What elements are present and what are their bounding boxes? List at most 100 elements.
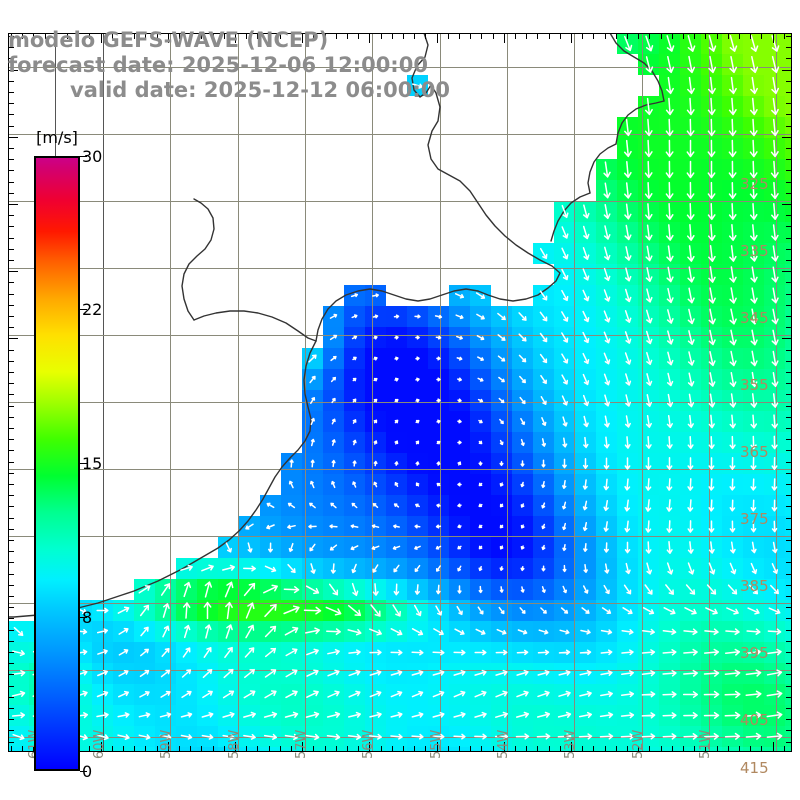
axis-tick bbox=[786, 574, 792, 575]
axis-tick bbox=[336, 33, 337, 39]
axis-tick bbox=[8, 450, 14, 451]
axis-tick bbox=[739, 746, 740, 752]
axis-tick bbox=[739, 33, 740, 39]
axis-tick bbox=[168, 742, 169, 752]
axis-tick bbox=[728, 33, 729, 39]
axis-tick bbox=[786, 47, 792, 48]
axis-tick bbox=[213, 33, 214, 39]
axis-tick bbox=[786, 529, 792, 530]
axis-tick bbox=[179, 746, 180, 752]
axis-tick bbox=[627, 33, 628, 39]
axis-tick bbox=[683, 33, 684, 39]
lon-tick-label: 51W bbox=[698, 729, 713, 759]
axis-tick bbox=[782, 204, 792, 205]
axis-tick bbox=[786, 114, 792, 115]
axis-tick bbox=[571, 33, 572, 43]
axis-tick bbox=[786, 81, 792, 82]
axis-tick bbox=[8, 316, 14, 317]
y-tick-label: 415 bbox=[740, 759, 769, 777]
axis-tick bbox=[8, 215, 14, 216]
axis-tick bbox=[728, 746, 729, 752]
axis-tick bbox=[750, 33, 751, 39]
axis-tick bbox=[786, 406, 792, 407]
axis-tick bbox=[786, 450, 792, 451]
axis-tick bbox=[786, 260, 792, 261]
gridline-vertical bbox=[507, 33, 508, 752]
axis-tick bbox=[786, 383, 792, 384]
colorbar-tick-label-30: 30 bbox=[82, 147, 103, 166]
axis-tick bbox=[325, 33, 326, 39]
colorbar-tick-label-15: 15 bbox=[82, 454, 103, 473]
axis-tick bbox=[672, 746, 673, 752]
axis-tick bbox=[8, 630, 14, 631]
lon-tick-label: 53W bbox=[563, 729, 578, 759]
axis-tick bbox=[786, 674, 792, 675]
axis-tick bbox=[8, 182, 14, 183]
axis-tick bbox=[8, 439, 14, 440]
axis-tick bbox=[8, 148, 14, 149]
axis-tick bbox=[8, 383, 14, 384]
axis-tick bbox=[8, 462, 14, 463]
axis-tick bbox=[381, 746, 382, 752]
axis-tick bbox=[582, 746, 583, 752]
axis-tick bbox=[773, 742, 774, 752]
axis-tick bbox=[683, 746, 684, 752]
axis-tick bbox=[8, 618, 14, 619]
axis-tick bbox=[8, 473, 14, 474]
axis-tick bbox=[8, 574, 14, 575]
lon-tick-label: 57W bbox=[294, 729, 309, 759]
gridline-vertical bbox=[103, 33, 104, 752]
gridline-vertical bbox=[574, 33, 575, 752]
axis-tick bbox=[786, 305, 792, 306]
axis-tick bbox=[786, 473, 792, 474]
axis-tick bbox=[8, 193, 14, 194]
axis-tick bbox=[8, 562, 14, 563]
axis-tick bbox=[56, 33, 57, 43]
axis-tick bbox=[168, 33, 169, 43]
axis-tick bbox=[8, 394, 14, 395]
axis-tick bbox=[78, 33, 79, 39]
gridline-vertical bbox=[305, 33, 306, 752]
axis-tick bbox=[157, 746, 158, 752]
axis-tick bbox=[582, 33, 583, 39]
axis-tick bbox=[786, 495, 792, 496]
axis-tick bbox=[786, 215, 792, 216]
axis-tick bbox=[786, 618, 792, 619]
axis-tick bbox=[786, 551, 792, 552]
axis-tick bbox=[8, 742, 14, 743]
axis-tick bbox=[717, 746, 718, 752]
axis-tick bbox=[786, 282, 792, 283]
axis-tick bbox=[347, 33, 348, 39]
axis-tick bbox=[8, 506, 14, 507]
gridline-horizontal bbox=[8, 134, 792, 135]
axis-tick bbox=[67, 33, 68, 39]
axis-tick bbox=[786, 518, 792, 519]
axis-tick bbox=[358, 746, 359, 752]
axis-tick bbox=[33, 33, 34, 39]
axis-tick bbox=[89, 746, 90, 752]
axis-tick bbox=[526, 746, 527, 752]
axis-tick bbox=[571, 742, 572, 752]
axis-tick bbox=[325, 746, 326, 752]
axis-tick bbox=[8, 529, 14, 530]
colorbar-tickmark-0 bbox=[80, 771, 87, 772]
axis-tick bbox=[504, 742, 505, 752]
axis-tick bbox=[649, 33, 650, 39]
axis-tick bbox=[414, 746, 415, 752]
axis-tick bbox=[8, 249, 14, 250]
axis-tick bbox=[224, 33, 225, 39]
axis-tick bbox=[8, 327, 14, 328]
axis-tick bbox=[786, 506, 792, 507]
axis-tick bbox=[786, 238, 792, 239]
axis-tick bbox=[11, 746, 12, 752]
axis-tick bbox=[470, 746, 471, 752]
axis-tick bbox=[8, 170, 14, 171]
gridline-vertical bbox=[709, 33, 710, 752]
axis-tick bbox=[8, 238, 14, 239]
axis-tick bbox=[638, 33, 639, 39]
axis-tick bbox=[302, 742, 303, 752]
axis-tick bbox=[291, 33, 292, 39]
gridline-horizontal bbox=[8, 536, 792, 537]
axis-tick bbox=[504, 33, 505, 43]
axis-tick bbox=[157, 33, 158, 39]
